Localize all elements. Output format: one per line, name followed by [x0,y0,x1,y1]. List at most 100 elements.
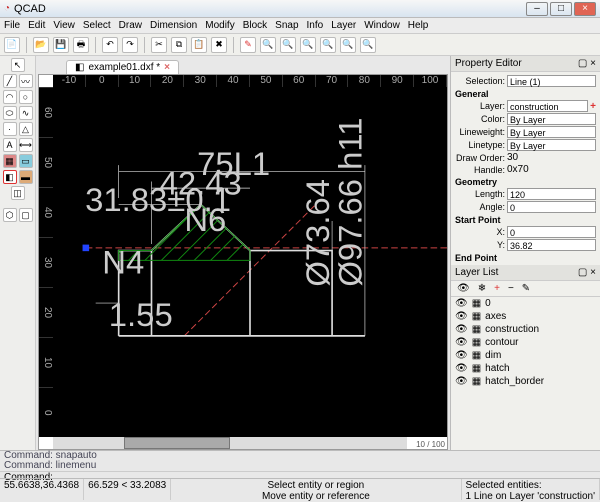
lock-icon[interactable]: ❄ [478,283,486,294]
ellipse-tool-icon[interactable]: ⬭ [3,106,17,120]
draworder-value: 30 [507,152,518,163]
delete-icon[interactable]: ✖ [211,37,227,53]
line-tool-icon[interactable]: ╱ [3,74,17,88]
minimize-button[interactable]: – [526,2,548,16]
arc-tool-icon[interactable]: ◠ [3,90,17,104]
zoom-sel-icon[interactable]: 🔍 [320,37,336,53]
add-layer-icon[interactable]: + [590,101,596,112]
length-field[interactable]: 120 [507,188,596,200]
shape-tool-icon[interactable]: △ [19,122,33,136]
app-title: QCAD [14,3,524,15]
iso-tool-icon[interactable]: ⬡ [3,208,17,222]
panel-controls-2[interactable]: ▢ × [578,267,596,278]
property-editor-panel: Property Editor▢ × Selection:Line (1) Ge… [451,56,600,265]
status-hint: Select entity or region Move entity or r… [171,479,461,500]
polyline-tool-icon[interactable]: 〰 [19,74,33,88]
zoom-prev-icon[interactable]: 🔍 [340,37,356,53]
layer-item[interactable]: 👁▦contour [451,336,600,349]
view-tool-icon[interactable]: ▢ [19,208,33,222]
menu-snap[interactable]: Snap [275,20,298,31]
canvas-container: -100102030405060708090100 0102030405060 [38,74,448,450]
circle-tool-icon[interactable]: ○ [19,90,33,104]
image-tool-icon[interactable]: ▭ [19,154,33,168]
command-log: Command: snapauto Command: linemenu [0,451,600,471]
linetype-dropdown[interactable]: By Layer [507,139,596,151]
horizontal-scrollbar[interactable] [53,437,407,449]
menu-modify[interactable]: Modify [205,20,234,31]
layer-item[interactable]: 👁▦0 [451,297,600,310]
menu-file[interactable]: File [4,20,20,31]
copy-icon[interactable]: ⧉ [171,37,187,53]
tab-label: example01.dxf * [88,62,160,73]
tabbar: ◧ example01.dxf * × [36,56,450,74]
main-toolbar: 📄 📂 💾 🖶 ↶ ↷ ✂ ⧉ 📋 ✖ ✎ 🔍 🔍 🔍 🔍 🔍 🔍 [0,34,600,56]
cut-icon[interactable]: ✂ [151,37,167,53]
layer-item[interactable]: 👁▦dim [451,349,600,362]
maximize-button[interactable]: □ [550,2,572,16]
paste-icon[interactable]: 📋 [191,37,207,53]
menu-draw[interactable]: Draw [119,20,142,31]
layer-item[interactable]: 👁▦axes [451,310,600,323]
ruler-vertical: 0102030405060 [39,87,53,437]
menu-info[interactable]: Info [307,20,324,31]
status-selection: Selected entities: 1 Line on Layer 'cons… [462,479,600,500]
print-icon[interactable]: 🖶 [73,37,89,53]
zoom-all-icon[interactable]: 🔍 [360,37,376,53]
layer-item[interactable]: 👁▦construction [451,323,600,336]
spline-tool-icon[interactable]: ∿ [19,106,33,120]
pencil-icon[interactable]: ✎ [240,37,256,53]
dim-v2: Ø97.66 h11 [332,117,369,286]
measure-tool-icon[interactable]: ◫ [11,186,25,200]
dim-v1: Ø73.64 [299,179,336,287]
panel-controls[interactable]: ▢ × [578,58,596,69]
zoom-auto-icon[interactable]: 🔍 [300,37,316,53]
new-icon[interactable]: 📄 [4,37,20,53]
menu-window[interactable]: Window [364,20,400,31]
add-icon[interactable]: + [494,283,500,294]
menu-help[interactable]: Help [408,20,429,31]
edit-icon[interactable]: ✎ [522,283,530,294]
misc-tool-icon[interactable]: ▬ [19,170,33,184]
menu-block[interactable]: Block [243,20,267,31]
zoom-in-icon[interactable]: 🔍 [260,37,276,53]
document-tab[interactable]: ◧ example01.dxf * × [66,60,179,74]
hatch-tool-icon[interactable]: ▦ [3,154,17,168]
close-button[interactable]: × [574,2,596,16]
app-icon: ◔ [4,3,10,14]
lineweight-dropdown[interactable]: By Layer [507,126,596,138]
page-indicator: 10 / 100 [416,440,445,449]
cursor-icon[interactable]: ↖ [11,58,25,72]
start-y-field[interactable]: 36.82 [507,239,596,251]
angle-field[interactable]: 0 [507,201,596,213]
layer-item[interactable]: 👁▦hatch [451,362,600,375]
open-icon[interactable]: 📂 [33,37,49,53]
selection-dropdown[interactable]: Line (1) [507,75,596,87]
text-tool-icon[interactable]: A [3,138,17,152]
drawing-canvas[interactable]: 75L1 42.43 31.83±0.1 N6 N4 1.55 Ø73.64 Ø… [53,87,447,437]
menu-dimension[interactable]: Dimension [150,20,197,31]
remove-icon[interactable]: − [508,283,514,294]
menu-select[interactable]: Select [83,20,111,31]
start-x-field[interactable]: 0 [507,226,596,238]
point-tool-icon[interactable]: · [3,122,17,136]
menu-layer[interactable]: Layer [331,20,356,31]
menu-edit[interactable]: Edit [28,20,45,31]
dim-tool-icon[interactable]: ⟷ [19,138,33,152]
layer-list-panel: Layer List▢ × 👁 ❄ + − ✎ 👁▦0 👁▦axes 👁▦con… [451,265,600,450]
main-area: ↖ ╱〰 ◠○ ⬭∿ ·△ A⟷ ▦▭ ◧▬ ◫ ⬡▢ ◧ example01.… [0,56,600,450]
ruler-horizontal: -100102030405060708090100 [53,75,447,87]
left-toolbar: ↖ ╱〰 ◠○ ⬭∿ ·△ A⟷ ▦▭ ◧▬ ◫ ⬡▢ [0,56,36,450]
redo-icon[interactable]: ↷ [122,37,138,53]
eye-icon[interactable]: 👁 [457,283,470,294]
save-icon[interactable]: 💾 [53,37,69,53]
zoom-out-icon[interactable]: 🔍 [280,37,296,53]
block-tool-icon[interactable]: ◧ [3,170,17,184]
tab-close-icon[interactable]: × [164,62,170,73]
property-editor-title: Property Editor [455,58,522,69]
right-panel: Property Editor▢ × Selection:Line (1) Ge… [450,56,600,450]
color-dropdown[interactable]: By Layer [507,113,596,125]
menu-view[interactable]: View [53,20,75,31]
layer-dropdown[interactable]: construction [507,100,588,112]
layer-item[interactable]: 👁▦hatch_border [451,375,600,388]
undo-icon[interactable]: ↶ [102,37,118,53]
